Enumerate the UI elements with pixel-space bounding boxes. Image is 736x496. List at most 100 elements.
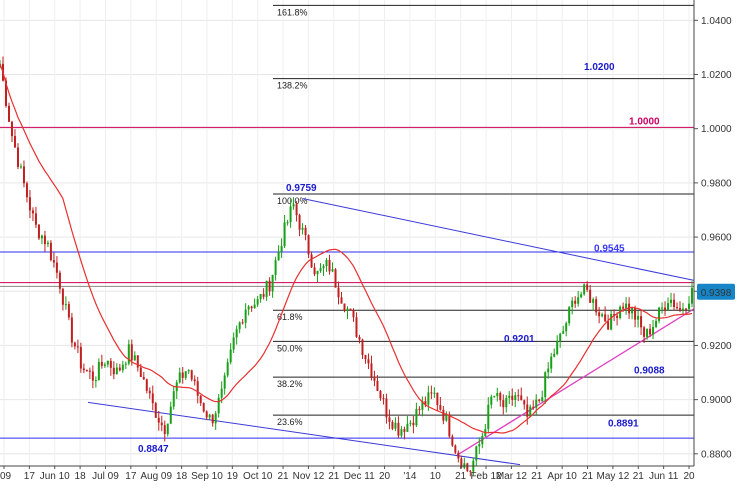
horizontal-levels (0, 126, 694, 439)
candle-body (154, 403, 157, 418)
candle-body (250, 306, 253, 309)
candle-body (403, 429, 406, 432)
candle (283, 214, 286, 249)
candle (403, 426, 406, 440)
candle-body (580, 294, 583, 298)
candle (43, 230, 46, 252)
candle-body (328, 259, 331, 272)
candle (631, 307, 634, 320)
candle (664, 301, 667, 316)
candle-body (556, 341, 559, 354)
candle-body (568, 307, 571, 324)
candle (79, 342, 82, 373)
candle (61, 287, 64, 311)
candle (31, 207, 34, 222)
candle-body (310, 254, 313, 268)
candle (391, 420, 394, 431)
candle-body (43, 235, 46, 245)
candle-body (640, 316, 643, 328)
candle (451, 434, 454, 447)
candle-body (379, 390, 382, 399)
candle-body (355, 317, 358, 337)
x-tick-label: 20 (683, 471, 695, 482)
candle (100, 354, 103, 369)
candle (487, 397, 490, 434)
candle-body (370, 363, 373, 378)
candle (235, 325, 238, 345)
candle-body (559, 333, 562, 342)
candle-body (481, 435, 484, 445)
candle (553, 348, 556, 358)
current-price-badge (697, 283, 735, 300)
candle (346, 306, 349, 319)
candle-body (646, 328, 649, 337)
candle (337, 281, 340, 305)
candle-body (322, 266, 325, 269)
candle-body (364, 355, 367, 360)
candle (538, 398, 541, 403)
candle-body (76, 346, 79, 348)
candle (241, 318, 244, 325)
candle-body (34, 213, 37, 225)
candle (430, 385, 433, 400)
candle-body (427, 392, 430, 405)
price-level-label: 0.8891 (608, 419, 639, 430)
candle (373, 370, 376, 387)
candle-body (319, 268, 322, 271)
candle (595, 296, 598, 316)
x-tick-label: Oct 10 (243, 471, 273, 482)
candle (481, 432, 484, 449)
candle (244, 303, 247, 329)
candle-body (265, 280, 268, 297)
candle-body (334, 269, 337, 288)
candle (421, 396, 424, 417)
x-tick-label: 17 (24, 471, 36, 482)
support-trendline (456, 308, 695, 456)
fib-level-label: 38.2% (277, 379, 303, 389)
candle-body (55, 262, 58, 273)
candle (226, 358, 229, 378)
y-tick-label: 0.9800 (701, 178, 732, 189)
candle-body (451, 436, 454, 446)
candle-body (505, 397, 508, 408)
candle-body (412, 422, 415, 426)
candle (121, 360, 124, 373)
x-tick-label: Mar 12 (496, 471, 528, 482)
candle-body (130, 344, 133, 361)
candle-body (469, 470, 472, 472)
candle-body (424, 401, 427, 405)
candle-body (292, 204, 295, 207)
fib-level-label: 23.6% (277, 417, 303, 427)
candle-body (664, 307, 667, 310)
candle-body (457, 452, 460, 459)
candle-body (229, 349, 232, 363)
candle-body (223, 375, 226, 389)
candle-body (190, 370, 193, 380)
candle-body (91, 371, 94, 381)
candle (247, 304, 250, 316)
candle-body (406, 423, 409, 432)
candle-body (214, 413, 217, 424)
candle (169, 401, 172, 425)
candle-body (253, 304, 256, 309)
candle-body (16, 147, 19, 167)
candle-body (79, 347, 82, 369)
candle-body (652, 326, 655, 335)
candle (676, 302, 679, 310)
candle-body (196, 381, 199, 396)
candle-body (61, 288, 64, 305)
candle (385, 393, 388, 424)
candle-body (436, 392, 439, 406)
candle-body (316, 270, 319, 275)
candle-body (577, 297, 580, 304)
candle-body (655, 320, 658, 327)
candle (454, 444, 457, 455)
candle (73, 341, 76, 350)
candle-body (238, 322, 241, 330)
x-tick-label: May 12 (596, 471, 629, 482)
candle (400, 426, 403, 438)
candle-body (634, 307, 637, 320)
candle (517, 389, 520, 402)
candle (301, 223, 304, 235)
